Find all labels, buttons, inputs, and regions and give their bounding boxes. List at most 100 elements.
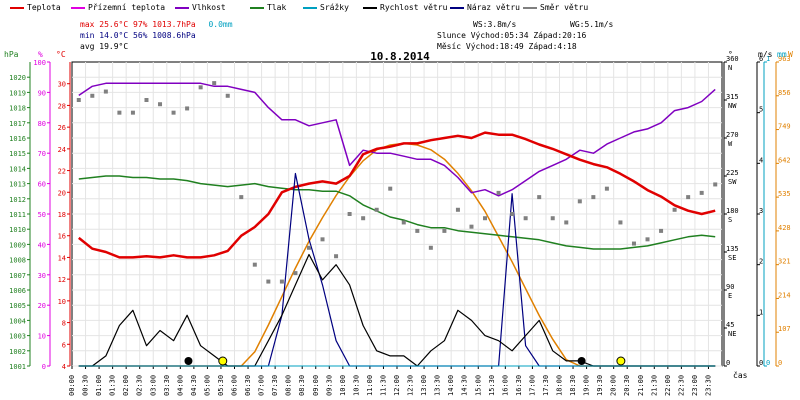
stats-max-press: 1013.7hPa bbox=[152, 20, 196, 29]
legend-label-pocitova: Přízemní teplota bbox=[88, 3, 166, 12]
unit-ms: m/s bbox=[758, 50, 773, 59]
x-tick-label: 18:30 bbox=[569, 375, 577, 396]
legend-swatch-naraz bbox=[450, 6, 464, 9]
direction-axis-tick-sublabel: S bbox=[728, 216, 732, 224]
x-tick-label: 20:30 bbox=[623, 375, 631, 396]
x-tick-label: 17:00 bbox=[528, 375, 536, 396]
moon-marker bbox=[577, 357, 586, 365]
info-mesic-value: Měsíc Východ:18:49 Západ:4:18 bbox=[437, 42, 577, 51]
wind-axis-tick-label: 5 bbox=[759, 106, 763, 114]
x-tick-label: 05:30 bbox=[217, 375, 225, 396]
x-tick-label: 02:30 bbox=[136, 375, 144, 396]
x-tick-label: 10:30 bbox=[352, 375, 360, 396]
series-smer-point bbox=[252, 262, 257, 267]
moon-marker bbox=[184, 357, 193, 365]
series-smer-point bbox=[144, 98, 149, 102]
series-smer-point bbox=[483, 216, 488, 221]
wind-axis-tick-label: 4 bbox=[759, 156, 763, 164]
direction-axis-tick-sublabel: SW bbox=[728, 178, 737, 186]
info-mesic: Měsíc Východ:18:49 Západ:4:18 bbox=[437, 41, 577, 52]
stats-avg-label: avg bbox=[80, 42, 95, 51]
temperature-axis-tick-label: 6 bbox=[62, 341, 66, 349]
x-tick-label: 06:30 bbox=[244, 375, 252, 396]
pressure-axis-tick-label: 1010 bbox=[9, 226, 26, 234]
wind-axis-tick-label: 2 bbox=[759, 258, 763, 266]
series-smer-point bbox=[198, 85, 203, 90]
x-tick-label: 23:30 bbox=[704, 375, 712, 396]
x-tick-label: 21:00 bbox=[637, 375, 645, 396]
direction-axis-tick-label: 90 bbox=[726, 283, 734, 291]
pressure-axis-tick-label: 1007 bbox=[9, 272, 26, 280]
wind-axis-tick-label: 6 bbox=[759, 55, 763, 63]
x-tick-label: 01:30 bbox=[109, 375, 117, 396]
x-tick-label: 16:30 bbox=[515, 375, 523, 396]
series-smer-point bbox=[618, 220, 623, 225]
stats-max-temp: 25.6°C bbox=[99, 20, 129, 29]
series-smer-point bbox=[212, 81, 217, 86]
pressure-axis-tick-label: 1009 bbox=[9, 241, 26, 249]
solar-axis-tick-label: 0 bbox=[778, 359, 782, 367]
stats-avg-temp: 19.9°C bbox=[99, 42, 129, 51]
series-smer-point bbox=[76, 98, 81, 102]
x-tick-label: 10:00 bbox=[339, 375, 347, 396]
pressure-axis-tick-label: 1001 bbox=[9, 363, 26, 371]
series-vlhkost-line bbox=[78, 82, 716, 197]
legend-label-srazky: Srážky bbox=[320, 3, 349, 12]
series-smer-point bbox=[510, 212, 515, 216]
humidity-axis-tick-label: 100 bbox=[33, 59, 46, 67]
solar-axis-tick-label: 321 bbox=[778, 258, 791, 266]
legend-item-vlhkost: Vlhkost bbox=[175, 1, 226, 15]
info-slunce: Slunce Východ:05:34 Západ:20:16 bbox=[437, 30, 586, 41]
temperature-axis-tick-label: 16 bbox=[58, 233, 66, 241]
temperature-axis-tick-label: 26 bbox=[58, 124, 66, 132]
solar-axis-tick-label: 107 bbox=[778, 325, 791, 333]
series-smer-point bbox=[564, 220, 569, 225]
series-smer-point bbox=[320, 237, 325, 242]
legend-item-naraz: Náraz větru bbox=[450, 1, 520, 15]
series-smer-point bbox=[523, 216, 528, 221]
unit-hpa: hPa bbox=[4, 50, 19, 59]
direction-axis-tick-sublabel: E bbox=[728, 292, 732, 300]
unit-degc: °C bbox=[56, 50, 66, 59]
solar-axis-tick-label: 214 bbox=[778, 291, 791, 299]
legend-label-smer: Směr větru bbox=[540, 3, 589, 12]
humidity-axis-tick-label: 30 bbox=[38, 272, 46, 280]
series-smer-point bbox=[713, 182, 718, 187]
unit-cas: čas bbox=[733, 371, 748, 380]
pressure-axis-tick-label: 1004 bbox=[9, 317, 26, 325]
series-smer-point bbox=[604, 186, 609, 191]
temperature-axis-tick-label: 22 bbox=[58, 168, 66, 176]
direction-axis-tick-sublabel: SE bbox=[728, 254, 736, 262]
x-tick-label: 22:30 bbox=[677, 375, 685, 396]
x-tick-label: 12:30 bbox=[407, 375, 415, 396]
direction-axis-tick-label: 315 bbox=[726, 93, 739, 101]
x-tick-label: 06:00 bbox=[231, 375, 239, 396]
solar-axis-tick-label: 749 bbox=[778, 123, 791, 131]
info-ws: WS:3.8m/s bbox=[473, 19, 516, 30]
x-tick-label: 19:30 bbox=[596, 375, 604, 396]
humidity-axis-tick-label: 90 bbox=[38, 89, 46, 97]
series-smer-point bbox=[591, 195, 596, 200]
pressure-axis-tick-label: 1006 bbox=[9, 287, 26, 295]
series-tlak-line bbox=[78, 175, 716, 250]
temperature-axis-tick-label: 8 bbox=[62, 320, 66, 328]
series-smer-point bbox=[334, 254, 339, 259]
unit-w: W bbox=[788, 50, 793, 59]
x-tick-label: 04:30 bbox=[190, 375, 198, 396]
pressure-axis-tick-label: 1002 bbox=[9, 348, 26, 356]
x-tick-label: 00:00 bbox=[68, 375, 76, 396]
pressure-axis-tick-label: 1017 bbox=[9, 120, 26, 128]
x-tick-label: 19:00 bbox=[583, 375, 591, 396]
solar-axis-tick-label: 856 bbox=[778, 89, 791, 97]
pressure-axis-tick-label: 1015 bbox=[9, 150, 26, 158]
solar-axis-tick-label: 642 bbox=[778, 156, 791, 164]
stats-min-temp: 14.0°C bbox=[99, 31, 129, 40]
x-tick-label: 02:00 bbox=[122, 375, 130, 396]
x-tick-label: 15:00 bbox=[474, 375, 482, 396]
legend-item-tlak: Tlak bbox=[250, 1, 286, 15]
temperature-axis-tick-label: 28 bbox=[58, 102, 66, 110]
x-tick-label: 13:00 bbox=[420, 375, 428, 396]
series-smer-point bbox=[90, 93, 95, 98]
series-teplota-line bbox=[78, 131, 716, 259]
